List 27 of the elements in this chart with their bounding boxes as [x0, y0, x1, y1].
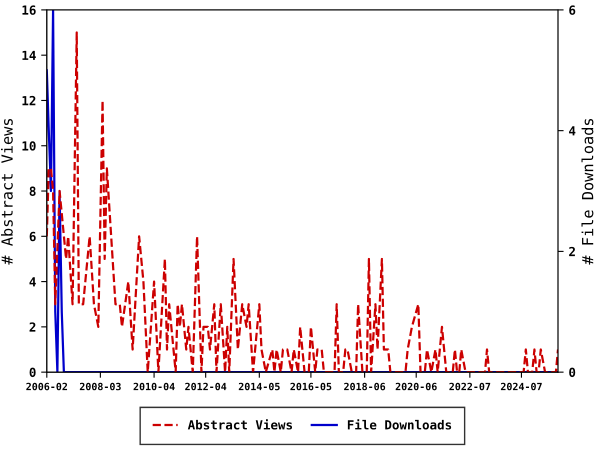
y-tick-label: 10: [22, 141, 36, 151]
x-tick-label: 2012-04: [185, 382, 226, 390]
x-tick-label: 2010-04: [134, 382, 175, 390]
y-tick-label: 16: [22, 5, 36, 15]
y2-tick-label: 4: [569, 126, 576, 136]
y-tick-label: 4: [29, 277, 36, 286]
y-tick-label: 0: [30, 368, 36, 378]
legend-label: Abstract Views: [188, 419, 292, 430]
x-tick-label: 2024-07: [500, 382, 542, 390]
y-axis-title: # Abstract Views: [0, 118, 13, 265]
y-tick-label: 14: [22, 50, 36, 60]
x-tick-label: 2022-07: [449, 382, 490, 390]
legend-label: File Downloads: [348, 419, 452, 430]
y-tick-label: 6: [30, 232, 36, 242]
x-tick-label: 2016-05: [290, 382, 332, 390]
x-tick-label: 2008-03: [80, 382, 121, 390]
y-tick-label: 2: [30, 322, 36, 332]
x-tick-label: 2018-06: [344, 382, 386, 390]
x-tick-label: 2014-05: [238, 382, 280, 390]
y2-tick-label: 6: [569, 5, 576, 15]
y2-axis-title: # File Downloads: [582, 118, 594, 265]
y2-tick-label: 0: [569, 368, 576, 378]
x-tick-label: 2006-02: [26, 382, 68, 390]
x-tick-label: 2020-06: [396, 382, 437, 390]
y-tick-label: 12: [22, 96, 36, 106]
y2-tick-label: 2: [569, 246, 575, 256]
y-tick-label: 8: [30, 186, 36, 196]
